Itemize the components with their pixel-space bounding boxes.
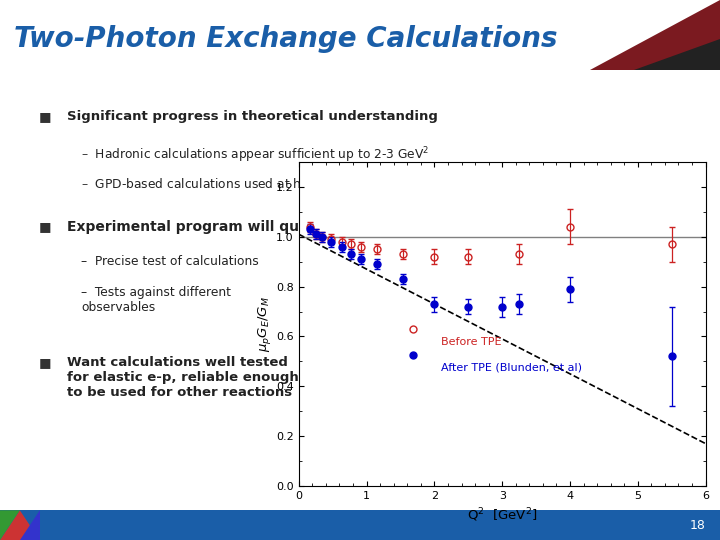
Polygon shape [0, 510, 40, 540]
Text: ■: ■ [39, 110, 52, 123]
Polygon shape [634, 39, 720, 70]
Text: Experimental program will quantify TPE for several e-p observables: Experimental program will quantify TPE f… [67, 220, 598, 234]
Polygon shape [0, 510, 20, 540]
X-axis label: Q$^2$  [GeV$^2$]: Q$^2$ [GeV$^2$] [467, 507, 537, 524]
Text: –  Hadronic calculations appear sufficient up to 2-3 GeV$^2$: – Hadronic calculations appear sufficien… [81, 145, 430, 165]
Text: ■: ■ [39, 356, 52, 369]
FancyBboxPatch shape [0, 510, 720, 540]
Polygon shape [590, 0, 720, 70]
FancyBboxPatch shape [18, 70, 720, 510]
Text: –  Precise test of calculations: – Precise test of calculations [81, 255, 259, 268]
Text: After TPE (Blunden, et al): After TPE (Blunden, et al) [441, 363, 582, 373]
Text: Before TPE: Before TPE [441, 337, 502, 347]
Text: ■: ■ [39, 220, 52, 233]
Text: 18: 18 [690, 518, 706, 532]
FancyBboxPatch shape [0, 0, 720, 70]
Text: –  GPD-based calculations used at higher Q$^2$: – GPD-based calculations used at higher … [81, 176, 353, 195]
Y-axis label: $\mu_p G_E / G_M$: $\mu_p G_E / G_M$ [256, 296, 274, 352]
Text: –  Tests against different
observables: – Tests against different observables [81, 286, 231, 314]
Text: Two-Photon Exchange Calculations: Two-Photon Exchange Calculations [14, 25, 558, 52]
Text: Want calculations well tested
for elastic e-p, reliable enough
to be used for ot: Want calculations well tested for elasti… [67, 356, 299, 399]
FancyBboxPatch shape [0, 70, 18, 510]
Polygon shape [20, 510, 40, 540]
Text: Significant progress in theoretical understanding: Significant progress in theoretical unde… [67, 110, 438, 123]
